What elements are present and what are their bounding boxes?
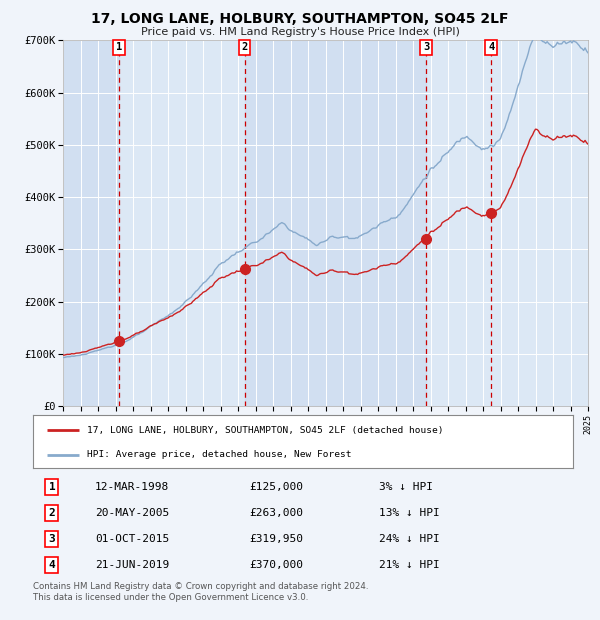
Text: £370,000: £370,000 — [249, 560, 303, 570]
Text: 3: 3 — [49, 534, 55, 544]
Text: 1: 1 — [49, 482, 55, 492]
Text: 2: 2 — [49, 508, 55, 518]
Text: HPI: Average price, detached house, New Forest: HPI: Average price, detached house, New … — [87, 450, 352, 459]
Bar — [63, 40, 119, 406]
Text: £125,000: £125,000 — [249, 482, 303, 492]
Text: Contains HM Land Registry data © Crown copyright and database right 2024.: Contains HM Land Registry data © Crown c… — [33, 582, 368, 591]
Text: 24% ↓ HPI: 24% ↓ HPI — [379, 534, 439, 544]
Bar — [245, 40, 426, 406]
Text: 4: 4 — [49, 560, 55, 570]
Text: 4: 4 — [488, 42, 494, 52]
Text: 1: 1 — [116, 42, 122, 52]
Text: 20-MAY-2005: 20-MAY-2005 — [95, 508, 169, 518]
Text: 13% ↓ HPI: 13% ↓ HPI — [379, 508, 439, 518]
Text: 3: 3 — [423, 42, 429, 52]
Text: 12-MAR-1998: 12-MAR-1998 — [95, 482, 169, 492]
Text: 3% ↓ HPI: 3% ↓ HPI — [379, 482, 433, 492]
Text: £319,950: £319,950 — [249, 534, 303, 544]
Text: 21-JUN-2019: 21-JUN-2019 — [95, 560, 169, 570]
Text: Price paid vs. HM Land Registry's House Price Index (HPI): Price paid vs. HM Land Registry's House … — [140, 27, 460, 37]
Text: £263,000: £263,000 — [249, 508, 303, 518]
Text: This data is licensed under the Open Government Licence v3.0.: This data is licensed under the Open Gov… — [33, 593, 308, 602]
Text: 17, LONG LANE, HOLBURY, SOUTHAMPTON, SO45 2LF: 17, LONG LANE, HOLBURY, SOUTHAMPTON, SO4… — [91, 12, 509, 27]
Text: 01-OCT-2015: 01-OCT-2015 — [95, 534, 169, 544]
Text: 17, LONG LANE, HOLBURY, SOUTHAMPTON, SO45 2LF (detached house): 17, LONG LANE, HOLBURY, SOUTHAMPTON, SO4… — [87, 426, 443, 435]
Text: 21% ↓ HPI: 21% ↓ HPI — [379, 560, 439, 570]
Text: 2: 2 — [242, 42, 248, 52]
